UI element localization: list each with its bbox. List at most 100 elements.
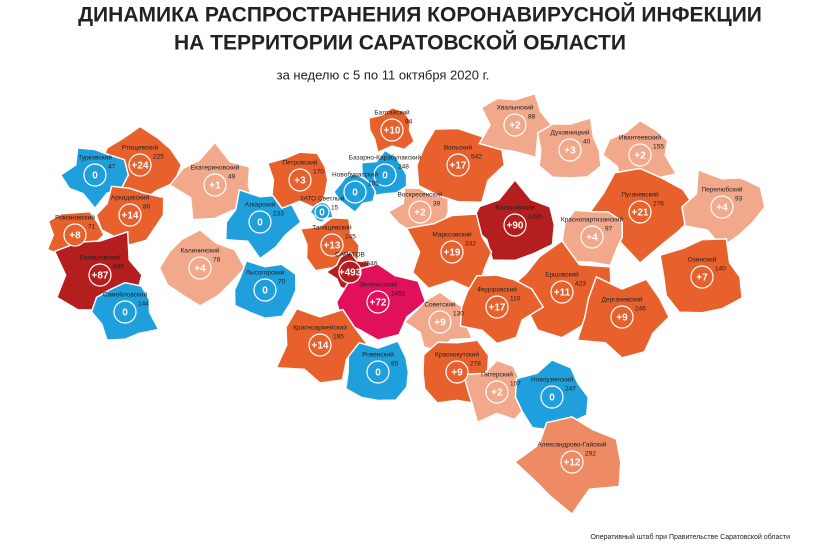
increase-value: 0 [92,171,98,182]
district-name: Ртищевский [122,144,159,152]
total-cases: 542 [471,154,482,161]
increase-badge [440,240,464,264]
total-cases: 7546 [363,261,378,268]
increase-value: 0 [122,308,128,319]
increase-value: +2 [509,121,521,132]
district-name: Аркадакский [111,194,150,202]
increase-badge [446,153,470,177]
total-cases: 71 [88,224,96,231]
increase-value: +10 [384,126,401,137]
total-cases: 80 [143,204,151,211]
district-name: Советский [424,301,456,309]
district-name: ЗАТО Светлый [300,195,345,203]
district-name: Романовский [55,214,95,222]
increase-value: +493 [339,268,362,279]
increase-badge [308,333,332,357]
footer: Оперативный штаб при Правительстве Сарат… [590,533,790,541]
total-cases: 97 [605,226,613,233]
district-name: Балашовский [80,254,121,262]
increase-badge [128,153,152,177]
increase-badge [485,295,509,319]
district-name: Краснопартизанский [561,216,624,224]
total-cases: 105 [368,181,379,188]
district-name: Пугачевский [621,191,659,199]
district-name: Марксовский [432,231,472,239]
increase-value: +4 [194,264,206,275]
total-cases: 246 [635,306,646,313]
district-name: Дергачевский [601,296,642,304]
district-name: Новоузенский [531,376,573,384]
increase-badge [248,210,272,234]
increase-badge [628,143,652,167]
increase-value: +9 [451,368,463,379]
increase-value: +4 [716,203,728,214]
total-cases: 170 [313,169,324,176]
increase-value: +2 [491,388,503,399]
district-name: Духовницкий [550,129,589,137]
total-cases: 70 [278,279,286,286]
increase-value: +7 [696,273,708,284]
district-name: Питерский [481,371,513,379]
district-name: Новобурасский [332,171,378,179]
total-cases: 110 [510,296,521,303]
labels: Ртищевский +24 225 Турковский 0 47 Аркадакский… [55,104,743,474]
total-cases: 292 [585,451,596,458]
total-cases: 47 [108,164,116,171]
increase-value: +1 [209,181,221,192]
district-name: Энгельсский [359,281,397,289]
increase-value: 0 [262,286,268,297]
increase-value: +2 [414,208,426,219]
increase-badge [320,233,344,257]
district-name: Балаковский [496,204,535,212]
increase-badge [288,168,312,192]
total-cases: 130 [453,311,464,318]
district-name: Красноармейский [293,324,347,332]
total-cases: 195 [333,334,344,341]
increase-badge [188,256,212,280]
total-cases: 85 [391,361,399,368]
district-name: Ровенский [362,351,394,359]
increase-badge [540,385,564,409]
total-cases: 278 [470,361,481,368]
increase-value: +4 [586,233,598,244]
increase-value: 0 [319,208,325,219]
total-cases: 276 [653,201,664,208]
total-cases: 155 [653,144,664,151]
increase-value: +3 [294,176,306,187]
district-name: Воскресенский [397,191,442,199]
increase-badge [88,263,112,287]
total-cases: 1451 [391,291,406,298]
increase-value: +21 [632,208,649,219]
district-name: Лысогорский [246,269,285,277]
district-name: Краснокутский [435,351,479,359]
total-cases: 248 [398,164,409,171]
title: НА ТЕРРИТОРИИ САРАТОВСКОЙ ОБЛАСТИ [174,31,626,55]
increase-value: +72 [370,298,387,309]
district-name: Александрово-Гайский [537,441,606,449]
increase-value: +90 [507,221,524,232]
district-name: Вольский [444,144,473,152]
total-cases: 40 [583,139,591,146]
increase-value: +14 [122,211,139,222]
total-cases: 245 [345,234,356,241]
increase-badge [338,260,362,284]
subtitle: за неделю с 5 по 11 октября 2020 г. [277,67,490,82]
title: ДИНАМИКА РАСПРОСТРАНЕНИЯ КОРОНАВИРУСНОЙ … [78,3,762,27]
increase-badge [63,223,87,247]
total-cases: 332 [465,241,476,248]
increase-value: +17 [489,303,506,314]
increase-value: +14 [312,341,329,352]
district-name: Озинский [688,256,717,264]
increase-badge [366,360,390,384]
total-cases: 247 [565,386,576,393]
district-name: Самойловский [103,291,148,299]
district-name: Ершовский [545,271,579,279]
district-name: Федоровский [477,286,517,294]
increase-value: +13 [324,241,341,252]
increase-badge [560,450,584,474]
increase-badge [253,278,277,302]
increase-value: +8 [69,231,81,242]
increase-value: +11 [554,288,571,299]
district-name: Балтайский [374,109,410,117]
